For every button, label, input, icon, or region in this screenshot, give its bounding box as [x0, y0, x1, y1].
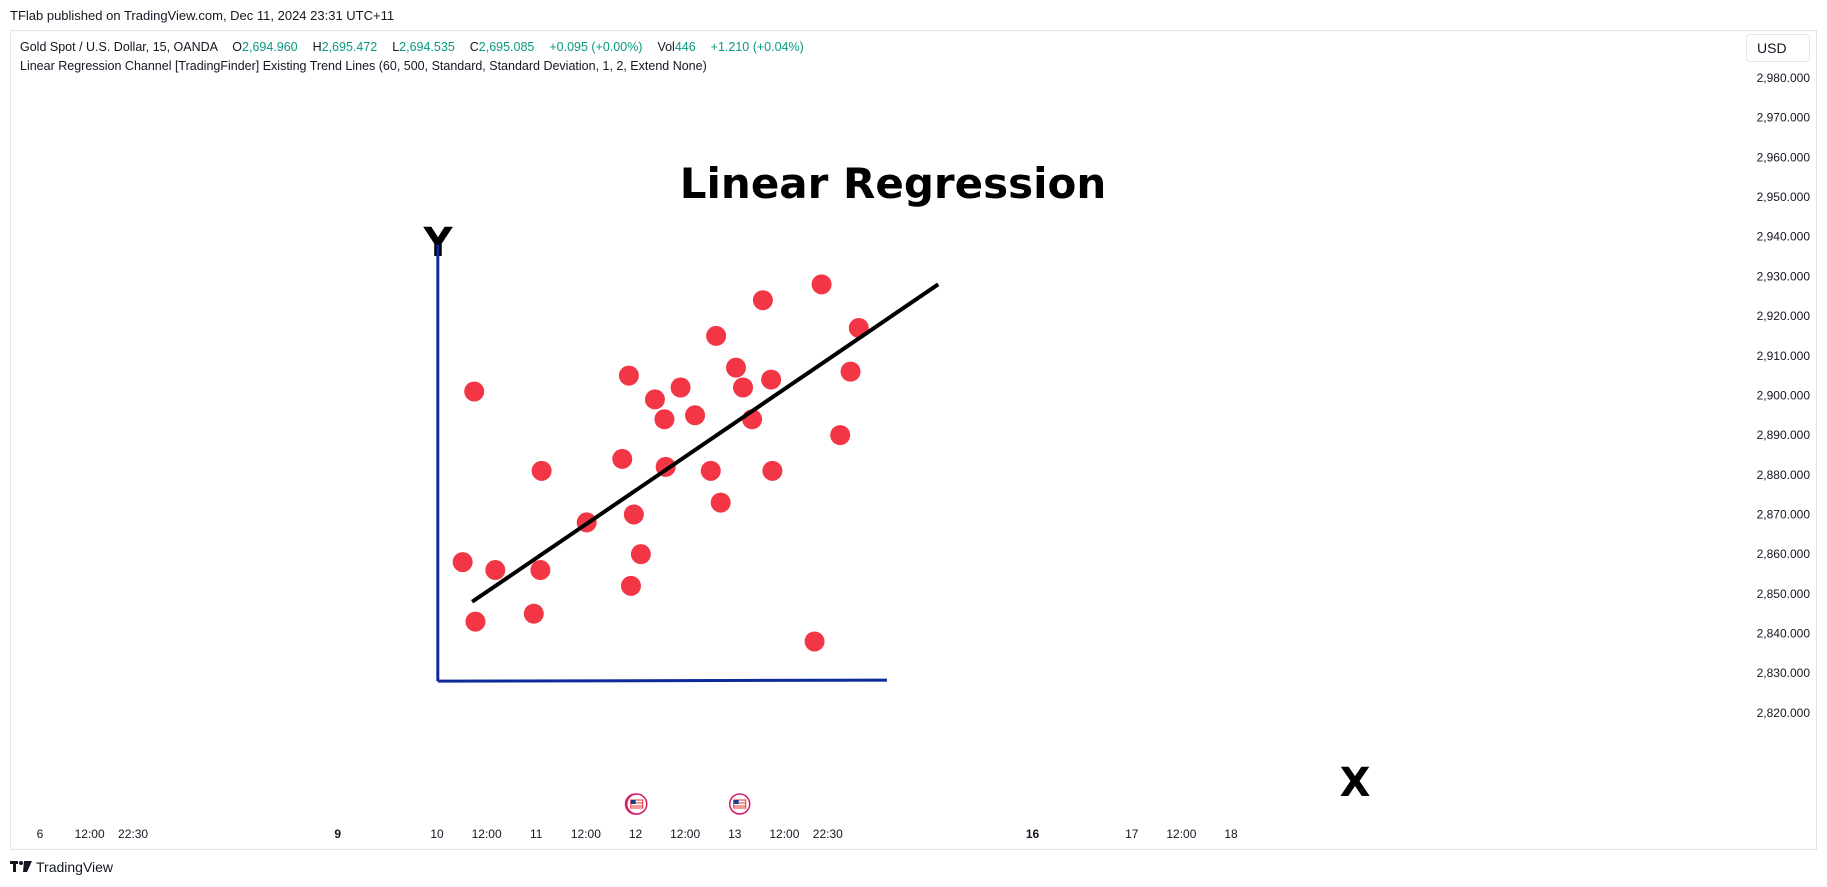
- time-tick-label: 13: [728, 827, 742, 841]
- price-tick-label: 2,950.000: [1757, 190, 1811, 204]
- data-point: [464, 381, 485, 402]
- data-point: [452, 552, 473, 573]
- data-point: [654, 409, 675, 430]
- price-tick-label: 2,960.000: [1757, 150, 1811, 164]
- time-tick-label: 12:00: [1166, 827, 1196, 841]
- us-flag-event-icon: [625, 793, 648, 815]
- flag-canton: [733, 800, 739, 804]
- data-point: [530, 560, 551, 581]
- price-tick-label: 2,820.000: [1757, 706, 1811, 720]
- data-point: [811, 274, 832, 295]
- open-label: O: [232, 40, 243, 54]
- time-tick-label: 12: [629, 827, 643, 841]
- price-axis[interactable]: 2,980.000 2,970.000 2,960.000 2,950.000 2,94…: [1757, 71, 1811, 720]
- time-tick-label: 22:30: [813, 827, 843, 841]
- data-point: [670, 377, 691, 398]
- price-tick-label: 2,910.000: [1757, 349, 1811, 363]
- price-tick-label: 2,970.000: [1757, 111, 1811, 125]
- regression-line: [471, 282, 940, 604]
- x-axis-line: [437, 678, 887, 683]
- data-point: [752, 290, 773, 311]
- price-tick-label: 2,940.000: [1757, 230, 1811, 244]
- price-tick-label: 2,880.000: [1757, 468, 1811, 482]
- data-point: [618, 365, 639, 386]
- price-tick-label: 2,920.000: [1757, 309, 1811, 323]
- price-tick-label: 2,840.000: [1757, 627, 1811, 641]
- data-point: [725, 357, 746, 378]
- close-label: C: [469, 40, 479, 54]
- event-markers: [624, 793, 751, 815]
- data-point: [630, 544, 651, 565]
- data-point: [620, 575, 641, 596]
- change-value: +0.095 (+0.00%): [549, 40, 643, 54]
- data-point: [523, 603, 544, 624]
- data-point: [623, 504, 644, 525]
- price-tick-label: 2,900.000: [1757, 388, 1811, 402]
- price-tick-label: 2,930.000: [1757, 269, 1811, 283]
- symbol-ohlc-row: Gold Spot / U.S. Dollar, 15, OANDA O2,69…: [20, 38, 804, 57]
- indicator-legend[interactable]: Linear Regression Channel [TradingFinder…: [20, 59, 707, 73]
- currency-button[interactable]: USD: [1746, 34, 1810, 62]
- price-tick-label: 2,850.000: [1757, 587, 1811, 601]
- close-value: 2,695.085: [478, 40, 535, 54]
- data-point: [700, 460, 721, 481]
- price-tick-label: 2,980.000: [1757, 71, 1811, 85]
- data-point: [612, 448, 633, 469]
- high-label: H: [312, 40, 322, 54]
- symbol-name[interactable]: Gold Spot / U.S. Dollar, 15, OANDA: [20, 40, 218, 54]
- low-label: L: [392, 40, 400, 54]
- time-tick-label: 18: [1224, 827, 1238, 841]
- footer-branding[interactable]: TradingView: [10, 858, 113, 876]
- data-point: [685, 405, 706, 426]
- time-tick-label: 9: [334, 827, 341, 841]
- data-point: [733, 377, 754, 398]
- time-tick-label: 12:00: [769, 827, 799, 841]
- x-axis-label: X: [1340, 760, 1371, 806]
- time-tick-label: 17: [1125, 827, 1139, 841]
- volume-value: 446: [674, 40, 696, 54]
- data-point: [840, 361, 861, 382]
- volume-label: Vol: [657, 40, 675, 54]
- data-point: [761, 369, 782, 390]
- time-tick-label: 12:00: [75, 827, 105, 841]
- time-tick-label: 6: [37, 827, 44, 841]
- data-point: [706, 325, 727, 346]
- data-point: [644, 389, 665, 410]
- time-tick-label: 22:30: [118, 827, 148, 841]
- chart-title: Linear Regression: [680, 159, 1106, 208]
- scatter-points: [452, 274, 869, 652]
- us-flag-event-icon: [728, 793, 751, 815]
- tradingview-logo-icon: [10, 861, 32, 872]
- high-value: 2,695.472: [321, 40, 378, 54]
- data-point: [762, 460, 783, 481]
- price-tick-label: 2,860.000: [1757, 547, 1811, 561]
- flag-canton: [630, 800, 636, 804]
- time-tick-label: 12:00: [571, 827, 601, 841]
- price-tick-label: 2,890.000: [1757, 428, 1811, 442]
- footer-brand-text: TradingView: [36, 859, 114, 875]
- published-caption: TFlab published on TradingView.com, Dec …: [10, 8, 395, 23]
- data-point: [710, 492, 731, 513]
- volume-change: +1.210 (+0.04%): [710, 40, 804, 54]
- price-tick-label: 2,830.000: [1757, 666, 1811, 680]
- low-value: 2,694.535: [399, 40, 455, 54]
- open-value: 2,694.960: [242, 40, 298, 54]
- data-point: [485, 560, 506, 581]
- chart-frame: [10, 30, 1817, 850]
- time-tick-label: 10: [430, 827, 444, 841]
- data-point: [830, 425, 851, 446]
- regression-line-layer: [471, 282, 940, 604]
- data-point: [465, 611, 486, 632]
- time-tick-label: 11: [530, 827, 543, 841]
- drawn-axes: [436, 244, 887, 683]
- data-point: [804, 631, 825, 652]
- price-tick-label: 2,870.000: [1757, 507, 1811, 521]
- chart-legend: Gold Spot / U.S. Dollar, 15, OANDA O2,69…: [20, 38, 804, 76]
- time-tick-label: 12:00: [472, 827, 502, 841]
- time-tick-label: 12:00: [670, 827, 700, 841]
- time-tick-label: 16: [1026, 827, 1040, 841]
- time-axis[interactable]: 6 12:00 22:30 9 10 12:00 11 12:00 12 12:00 13 12:00…: [37, 827, 1238, 841]
- data-point: [531, 460, 552, 481]
